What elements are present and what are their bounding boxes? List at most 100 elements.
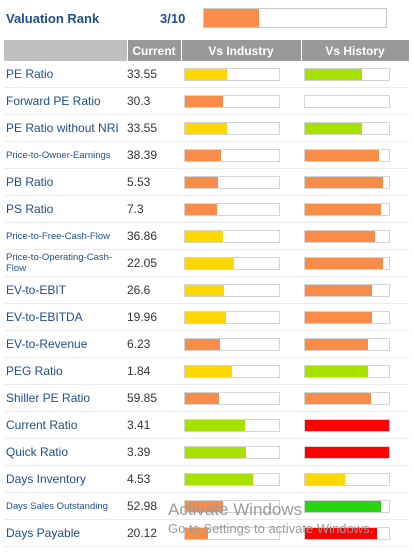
- vs-industry-bar: [184, 176, 280, 189]
- metric-name[interactable]: PE Ratio: [4, 61, 127, 88]
- vs-history-cell: [301, 87, 409, 115]
- table-row: EV-to-EBITDA 19.96: [4, 303, 409, 331]
- vs-history-bar-fill: [305, 501, 381, 512]
- vs-history-bar: [304, 122, 390, 135]
- metric-name[interactable]: Price-to-Owner-Earnings: [4, 141, 127, 169]
- vs-history-bar-fill: [305, 447, 389, 458]
- vs-industry-cell: [181, 492, 301, 520]
- valuation-rank-header: Valuation Rank 3/10: [0, 0, 413, 38]
- vs-history-cell: [301, 61, 409, 88]
- metric-name[interactable]: Days Payable: [4, 519, 127, 547]
- vs-industry-bar: [184, 392, 280, 405]
- vs-industry-cell: [181, 303, 301, 331]
- table-row: Price-to-Owner-Earnings 38.39: [4, 141, 409, 169]
- vs-history-bar-fill: [305, 177, 384, 188]
- vs-industry-bar-fill: [185, 96, 223, 107]
- current-value: 38.39: [127, 141, 181, 169]
- table-row: Forward PE Ratio 30.3: [4, 87, 409, 115]
- current-value: 30.3: [127, 87, 181, 115]
- metric-name[interactable]: PB Ratio: [4, 168, 127, 196]
- current-value: 19.96: [127, 303, 181, 331]
- vs-industry-cell: [181, 114, 301, 142]
- vs-history-cell: [301, 114, 409, 142]
- current-value: 33.55: [127, 61, 181, 88]
- vs-history-bar-fill: [305, 474, 346, 485]
- vs-history-bar: [304, 446, 390, 459]
- table-row: PEG Ratio 1.84: [4, 357, 409, 385]
- vs-industry-cell: [181, 519, 301, 547]
- current-value: 3.41: [127, 411, 181, 439]
- vs-history-bar: [304, 473, 390, 486]
- metric-name[interactable]: PS Ratio: [4, 195, 127, 223]
- vs-industry-cell: [181, 357, 301, 385]
- table-row: EV-to-Revenue 6.23: [4, 330, 409, 358]
- metric-name[interactable]: Days Inventory: [4, 465, 127, 493]
- vs-industry-bar: [184, 473, 280, 486]
- valuation-rank-score: 3/10: [160, 11, 186, 26]
- vs-industry-cell: [181, 61, 301, 88]
- vs-industry-bar-fill: [185, 285, 225, 296]
- metric-name[interactable]: EV-to-EBIT: [4, 276, 127, 304]
- vs-history-bar-fill: [305, 123, 363, 134]
- metric-name[interactable]: EV-to-Revenue: [4, 330, 127, 358]
- vs-industry-column-header: Vs Industry: [181, 40, 302, 61]
- table-row: Days Payable 20.12: [4, 519, 409, 547]
- vs-industry-bar: [184, 338, 280, 351]
- vs-industry-bar: [184, 311, 280, 324]
- metric-name[interactable]: Forward PE Ratio: [4, 87, 127, 115]
- vs-history-bar-fill: [305, 339, 368, 350]
- metric-name[interactable]: Quick Ratio: [4, 438, 127, 466]
- vs-industry-bar: [184, 122, 280, 135]
- vs-history-bar-fill: [305, 420, 389, 431]
- vs-industry-bar: [184, 500, 280, 513]
- vs-history-cell: [301, 330, 409, 358]
- table-row: PB Ratio 5.53: [4, 168, 409, 196]
- vs-industry-cell: [181, 141, 301, 169]
- vs-industry-bar-fill: [185, 447, 247, 458]
- vs-history-bar: [304, 203, 390, 216]
- table-row: Current Ratio 3.41: [4, 411, 409, 439]
- table-row: PE Ratio 33.55: [4, 61, 409, 88]
- vs-industry-bar: [184, 149, 280, 162]
- current-value: 36.86: [127, 222, 181, 250]
- current-value: 22.05: [127, 249, 181, 277]
- metric-name[interactable]: EV-to-EBITDA: [4, 303, 127, 331]
- vs-industry-cell: [181, 465, 301, 493]
- vs-history-bar: [304, 365, 390, 378]
- current-column-header: Current: [127, 40, 182, 61]
- metric-name[interactable]: Current Ratio: [4, 411, 127, 439]
- vs-industry-bar-fill: [185, 528, 208, 539]
- vs-history-cell: [301, 519, 409, 547]
- vs-industry-bar-fill: [185, 474, 253, 485]
- vs-industry-bar: [184, 419, 280, 432]
- vs-history-bar-fill: [305, 204, 381, 215]
- current-value: 1.84: [127, 357, 181, 385]
- current-value: 5.53: [127, 168, 181, 196]
- vs-history-bar: [304, 527, 390, 540]
- table-row: Price-to-Operating-Cash-Flow 22.05: [4, 249, 409, 277]
- vs-history-bar: [304, 230, 390, 243]
- metric-name[interactable]: Price-to-Operating-Cash-Flow: [4, 249, 127, 277]
- vs-industry-bar-fill: [185, 69, 228, 80]
- vs-history-cell: [301, 141, 409, 169]
- current-value: 3.39: [127, 438, 181, 466]
- vs-history-bar: [304, 176, 390, 189]
- vs-history-bar-fill: [305, 231, 375, 242]
- metric-name[interactable]: Price-to-Free-Cash-Flow: [4, 222, 127, 250]
- metric-name[interactable]: Days Sales Outstanding: [4, 492, 127, 520]
- vs-history-column-header: Vs History: [301, 40, 410, 61]
- current-value: 20.12: [127, 519, 181, 547]
- metric-name[interactable]: Shiller PE Ratio: [4, 384, 127, 412]
- valuation-table: Current Vs Industry Vs History PE Ratio 3…: [4, 40, 410, 547]
- vs-history-bar: [304, 68, 390, 81]
- metric-name[interactable]: PE Ratio without NRI: [4, 114, 127, 142]
- current-value: 59.85: [127, 384, 181, 412]
- vs-industry-bar-fill: [185, 312, 227, 323]
- metric-name[interactable]: PEG Ratio: [4, 357, 127, 385]
- vs-industry-bar-fill: [185, 501, 223, 512]
- current-value: 6.23: [127, 330, 181, 358]
- table-row: Shiller PE Ratio 59.85: [4, 384, 409, 412]
- vs-history-bar-fill: [305, 258, 384, 269]
- vs-industry-cell: [181, 168, 301, 196]
- vs-industry-cell: [181, 87, 301, 115]
